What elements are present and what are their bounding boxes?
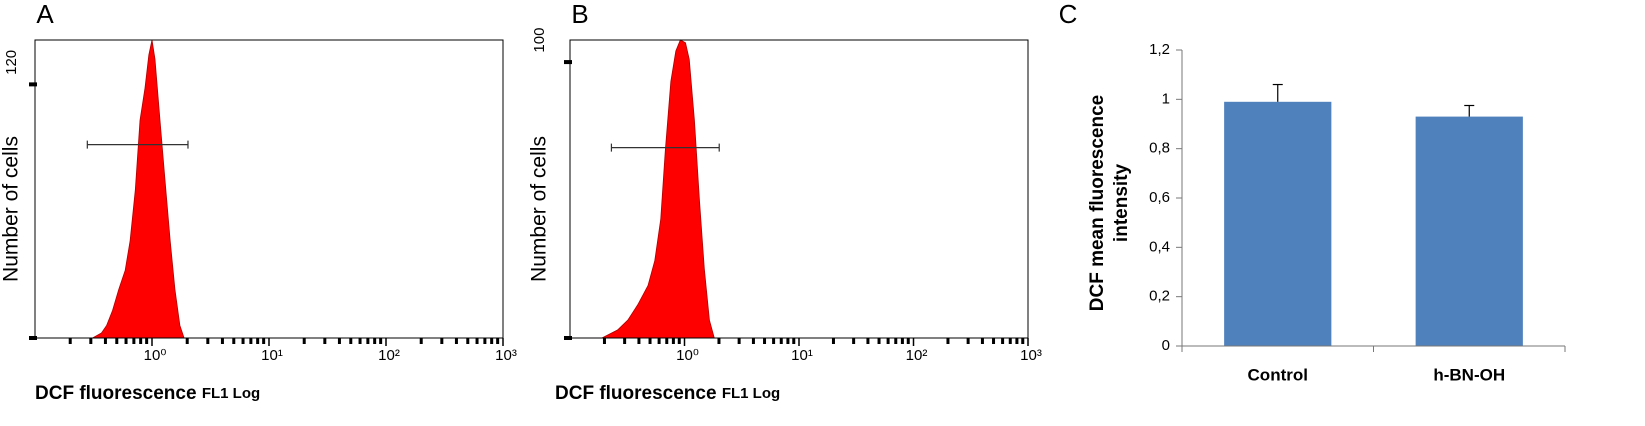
x-axis-label-main: DCF fluorescence (555, 383, 717, 404)
x-tick-label: 10³ (495, 347, 517, 364)
y-tick-label: 0,6 (1149, 189, 1170, 206)
panel-label: B (571, 0, 588, 29)
x-tick-label: 10⁰ (676, 347, 699, 364)
x-tick-label: 10¹ (261, 347, 283, 364)
panel-label: A (36, 0, 54, 29)
x-axis-label: DCF fluorescence FL1 Log (35, 383, 260, 404)
y-axis-label: Number of cells (528, 136, 551, 282)
x-axis-label-unit: FL1 Log (202, 385, 260, 402)
y-axis-label: Number of cells (0, 136, 23, 282)
x-tick-label: 10³ (1020, 347, 1042, 364)
x-axis-label-unit: FL1 Log (722, 385, 780, 402)
y-tick-label: 120 (3, 50, 20, 75)
y-tick-label: 1,2 (1149, 41, 1170, 58)
y-tick-label: 0,8 (1149, 140, 1170, 157)
plot-frame (569, 39, 1029, 339)
x-tick-label: 10⁰ (144, 347, 167, 364)
x-tick-label: 10² (906, 347, 928, 364)
histogram (601, 39, 715, 339)
x-tick-label: 10² (378, 347, 400, 364)
y-tick-label: 0 (1162, 337, 1170, 354)
x-tick-label: 10¹ (791, 347, 813, 364)
y-tick-label: 0,4 (1149, 238, 1170, 255)
plot-frame (34, 39, 504, 339)
bar (1415, 116, 1523, 346)
y-tick-label: 100 (531, 28, 548, 53)
x-tick-label: Control (1248, 365, 1308, 384)
panel-label: C (1059, 0, 1078, 29)
y-tick-label: 0,2 (1149, 288, 1170, 305)
y-axis-label: DCF mean fluorescence (1087, 95, 1108, 311)
bar (1224, 101, 1332, 346)
y-axis-label: intensity (1111, 164, 1132, 243)
histogram (90, 39, 185, 339)
y-tick-label: 1 (1162, 90, 1170, 107)
x-axis-label: DCF fluorescence FL1 Log (555, 383, 780, 404)
x-axis-label-main: DCF fluorescence (35, 383, 197, 404)
x-tick-label: h-BN-OH (1433, 365, 1505, 384)
